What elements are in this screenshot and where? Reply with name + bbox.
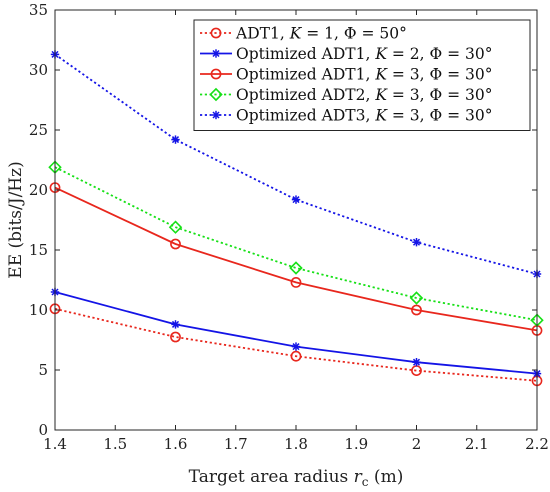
series-line-4 [54, 166, 538, 322]
series-1-point-3 [290, 350, 302, 362]
y-axis-title: EE (bits/J/Hz) [6, 161, 26, 278]
legend-marker [210, 68, 222, 80]
plot-area [48, 50, 544, 387]
series-5-point-2 [171, 135, 180, 144]
series-5-point-3 [291, 195, 301, 204]
axes: 1.4 1.5 1.6 1.7 1.8 1.9 2 2.1 2.2 0 5 10 15 20 25 30 35 T… [6, 1, 549, 489]
y-tick-label: 25 [29, 121, 48, 139]
y-tick-label: 0 [38, 421, 48, 439]
legend-marker [211, 110, 221, 120]
series-4-point-3 [289, 261, 303, 275]
series-2-point-2 [171, 320, 180, 329]
legend-label: Optimized ADT3, K = 3, Φ = 30° [236, 107, 493, 125]
x-tick-label: 1.7 [224, 435, 248, 453]
legend-entry-1: ADT1, K = 1, Φ = 50° [200, 25, 407, 43]
series-4-point-2 [168, 220, 183, 234]
y-tick-label: 5 [38, 361, 48, 379]
legend-entry-3: Optimized ADT1, K = 3, Φ = 30° [200, 66, 493, 84]
legend-entry-4: Optimized ADT2, K = 3, Φ = 30° [200, 86, 493, 104]
x-tick-label: 1.5 [103, 435, 127, 453]
series-2-point-4 [412, 358, 421, 367]
x-tick-label: 1.4 [43, 435, 67, 453]
x-tick-label: 2.2 [525, 435, 549, 453]
series-line-3 [54, 186, 538, 332]
x-tick-label: 1.9 [344, 435, 368, 453]
series-line-5 [54, 53, 538, 275]
legend-label: Optimized ADT1, K = 3, Φ = 30° [236, 66, 493, 84]
legend-marker [210, 27, 222, 39]
x-tick-label: 2.1 [465, 435, 489, 453]
legend-entry-5: Optimized ADT3, K = 3, Φ = 30° [200, 107, 493, 125]
y-tick-label: 20 [29, 181, 48, 199]
x-axis-title: Target area radius rc​ (m) [189, 467, 404, 489]
y-tick-label: 35 [29, 1, 48, 19]
legend-marker [211, 49, 221, 58]
legend-label: Optimized ADT2, K = 3, Φ = 30° [236, 86, 493, 104]
series-line-1 [54, 307, 538, 382]
series-2-point-3 [291, 342, 301, 351]
series-4-point-4 [409, 291, 424, 305]
legend: ADT1, K = 1, Φ = 50° Optimized ADT1, K = … [193, 19, 531, 131]
series-5-point-4 [412, 238, 421, 247]
legend-label: Optimized ADT1, K = 2, Φ = 30° [236, 45, 493, 63]
legend-entry-2: Optimized ADT1, K = 2, Φ = 30° [200, 45, 493, 63]
legend-marker [209, 87, 223, 102]
x-tick-label: 1.8 [284, 435, 308, 453]
series-3-point-4 [411, 304, 422, 316]
series-3-point-3 [290, 276, 302, 288]
series-3-point-2 [170, 238, 181, 250]
y-tick-label: 30 [29, 61, 48, 79]
x-tick-label: 1.6 [164, 435, 188, 453]
legend-box [193, 19, 531, 131]
series-1-point-2 [170, 331, 181, 343]
x-tick-label: 2 [412, 435, 422, 453]
y-tick-label: 10 [29, 301, 48, 319]
y-tick-label: 15 [29, 241, 48, 259]
legend-label: ADT1, K = 1, Φ = 50° [235, 25, 407, 43]
